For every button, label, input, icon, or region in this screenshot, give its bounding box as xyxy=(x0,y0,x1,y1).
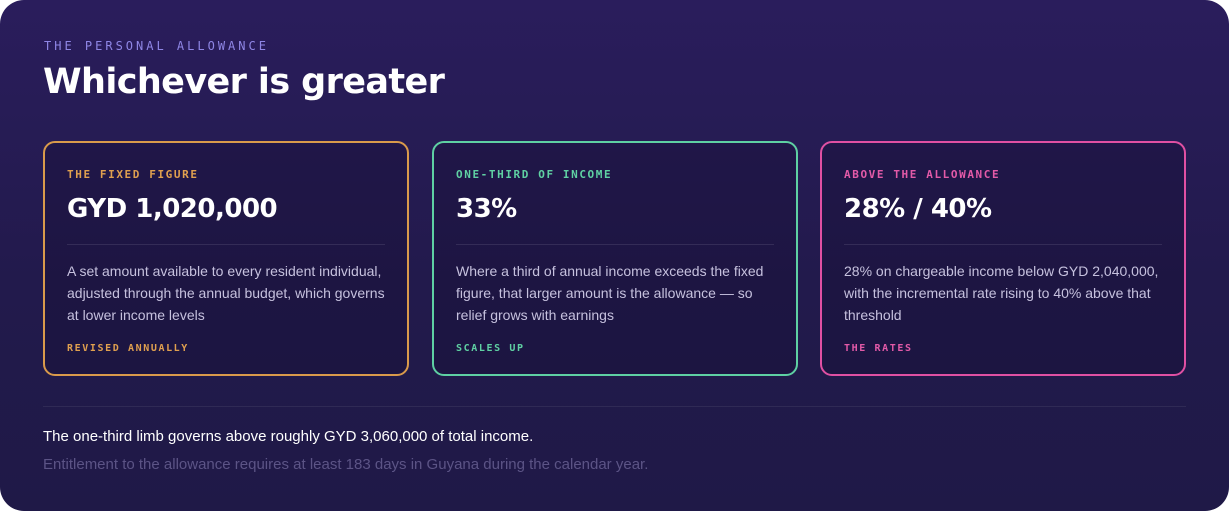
card-fixed-figure: THE FIXED FIGURE GYD 1,020,000 A set amo… xyxy=(43,141,409,376)
card-divider xyxy=(844,244,1162,245)
section-eyebrow: THE PERSONAL ALLOWANCE xyxy=(44,39,269,53)
card-label: THE FIXED FIGURE xyxy=(67,168,199,181)
card-footer: THE RATES xyxy=(844,343,913,354)
card-one-third-income: ONE-THIRD OF INCOME 33% Where a third of… xyxy=(432,141,798,376)
card-value: 33% xyxy=(456,194,517,224)
secondary-note: Entitlement to the allowance requires at… xyxy=(43,456,649,473)
card-footer: SCALES UP xyxy=(456,343,525,354)
section-divider xyxy=(43,406,1186,407)
card-footer: REVISED ANNUALLY xyxy=(67,343,189,354)
card-divider xyxy=(67,244,385,245)
card-description: 28% on chargeable income below GYD 2,040… xyxy=(844,263,1159,323)
card-value: GYD 1,020,000 xyxy=(67,194,278,224)
primary-note: The one-third limb governs above roughly… xyxy=(43,428,534,445)
card-label: ABOVE THE ALLOWANCE xyxy=(844,168,1001,181)
card-description: A set amount available to every resident… xyxy=(67,263,385,323)
card-label: ONE-THIRD OF INCOME xyxy=(456,168,613,181)
card-value: 28% / 40% xyxy=(844,194,992,224)
card-divider xyxy=(456,244,774,245)
card-description: Where a third of annual income exceeds t… xyxy=(456,263,764,323)
card-above-allowance: ABOVE THE ALLOWANCE 28% / 40% 28% on cha… xyxy=(820,141,1186,376)
page-title: Whichever is greater xyxy=(43,62,445,102)
